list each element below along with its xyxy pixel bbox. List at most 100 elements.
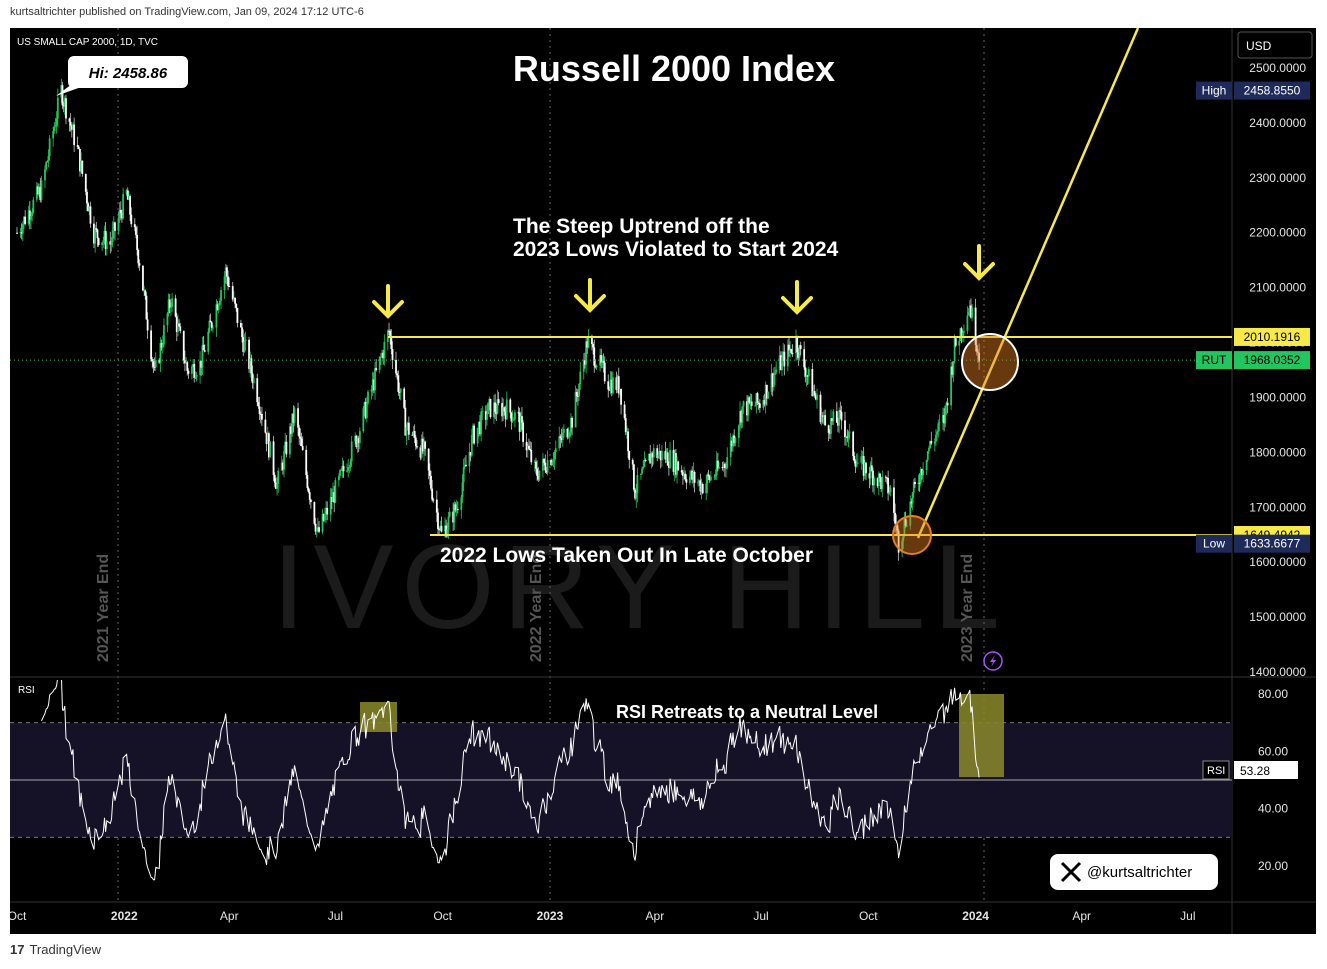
candle-body bbox=[837, 422, 839, 426]
candle-body bbox=[101, 242, 104, 246]
candle-body bbox=[130, 214, 133, 225]
candle-body bbox=[243, 341, 246, 352]
rsi-axis: 80.00 60.00 40.00 20.00 bbox=[1258, 687, 1288, 873]
candle-body bbox=[830, 418, 832, 434]
candle-body bbox=[223, 276, 226, 291]
candle-body bbox=[96, 229, 99, 239]
candle-body bbox=[456, 508, 459, 511]
lightning-icon[interactable] bbox=[983, 651, 1003, 671]
candle-body bbox=[54, 125, 57, 127]
candle-body bbox=[797, 352, 800, 358]
candle-body bbox=[517, 412, 520, 414]
candle-body bbox=[820, 415, 823, 423]
candle-body bbox=[676, 461, 678, 475]
candle-body bbox=[721, 466, 724, 468]
candle-body bbox=[894, 512, 897, 524]
price-tag-bg bbox=[1234, 327, 1310, 346]
candle-body bbox=[945, 402, 948, 406]
candle-body bbox=[299, 436, 302, 439]
candle-body bbox=[896, 525, 899, 531]
candle-body bbox=[774, 372, 776, 376]
candle-body bbox=[468, 452, 471, 467]
candle-body bbox=[68, 118, 71, 122]
candle-body bbox=[329, 496, 332, 515]
candle-body bbox=[563, 428, 565, 433]
uptrend-line bbox=[916, 27, 1140, 539]
candle-body bbox=[944, 405, 947, 424]
candle-body bbox=[166, 313, 169, 326]
price-tick-label: 2200.0000 bbox=[1249, 226, 1306, 240]
candle-body bbox=[354, 435, 357, 442]
price-tag-value: 2010.1916 bbox=[1244, 330, 1301, 344]
price-tag-label-bg bbox=[1196, 81, 1232, 100]
candle-body bbox=[136, 234, 139, 251]
price-tag-bg bbox=[1234, 534, 1310, 553]
currency-label: USD bbox=[1246, 39, 1272, 53]
candle-body bbox=[526, 445, 529, 451]
candle-body bbox=[488, 398, 491, 403]
candle-body bbox=[375, 368, 378, 370]
candle-body bbox=[248, 339, 250, 369]
candle-body bbox=[413, 431, 416, 438]
candle-body bbox=[280, 462, 283, 471]
candle-body bbox=[227, 276, 229, 286]
twitter-badge[interactable]: @kurtsaltrichter bbox=[1050, 854, 1218, 890]
time-tick-label: Apr bbox=[1072, 909, 1091, 923]
candle-body bbox=[133, 224, 136, 228]
candle-body bbox=[145, 295, 148, 320]
candle-body bbox=[257, 402, 260, 407]
candle-body bbox=[496, 399, 499, 414]
candle-body bbox=[465, 464, 467, 467]
candle-body bbox=[447, 516, 450, 530]
candle-body bbox=[856, 462, 859, 464]
candle-body bbox=[551, 461, 554, 466]
candle-body bbox=[161, 344, 164, 348]
candle-body bbox=[209, 320, 212, 323]
candle-body bbox=[179, 326, 182, 331]
candle-body bbox=[88, 206, 91, 212]
candle-body bbox=[419, 447, 422, 458]
candle-body bbox=[935, 434, 937, 442]
candle-body bbox=[460, 497, 463, 511]
candle-body bbox=[330, 496, 333, 502]
candle-body bbox=[542, 458, 544, 471]
candle-body bbox=[469, 452, 472, 456]
candle-body bbox=[855, 462, 858, 467]
candle-body bbox=[125, 190, 128, 195]
candle-body bbox=[966, 315, 969, 332]
candle-body bbox=[309, 499, 312, 503]
publish-info: kurtsaltrichter published on TradingView… bbox=[10, 6, 364, 18]
candle-body bbox=[672, 449, 675, 472]
candle-body bbox=[397, 375, 400, 392]
candle-body bbox=[930, 441, 933, 444]
candle-body bbox=[45, 162, 48, 170]
high-callout-text: Hi: 2458.86 bbox=[89, 65, 168, 82]
candle-body bbox=[746, 401, 748, 416]
candle-body bbox=[297, 408, 299, 428]
candle-body bbox=[592, 343, 594, 348]
candle-body bbox=[952, 361, 955, 375]
candle-body bbox=[635, 493, 638, 499]
candle-body bbox=[424, 441, 427, 449]
candle-body bbox=[912, 481, 915, 493]
candle-body bbox=[803, 349, 806, 368]
candle-body bbox=[273, 474, 276, 483]
candle-body bbox=[241, 327, 243, 338]
candle-body bbox=[713, 476, 716, 478]
candle-body bbox=[781, 357, 783, 370]
candle-body bbox=[789, 348, 792, 351]
candle-body bbox=[659, 450, 662, 461]
candle-body bbox=[782, 351, 785, 358]
currency-button[interactable]: USD bbox=[1237, 31, 1313, 59]
candle-body bbox=[187, 370, 190, 374]
price-tick-label: 1700.0000 bbox=[1249, 500, 1306, 514]
candle-body bbox=[159, 343, 162, 363]
candle-body bbox=[529, 448, 532, 451]
price-tick-label: 2500.0000 bbox=[1249, 61, 1306, 75]
candle-body bbox=[877, 473, 880, 487]
candle-body bbox=[619, 388, 621, 394]
candle-body bbox=[399, 388, 402, 393]
price-tick-label: 1500.0000 bbox=[1249, 610, 1306, 624]
candle-body bbox=[910, 501, 913, 504]
candle-body bbox=[349, 461, 352, 468]
